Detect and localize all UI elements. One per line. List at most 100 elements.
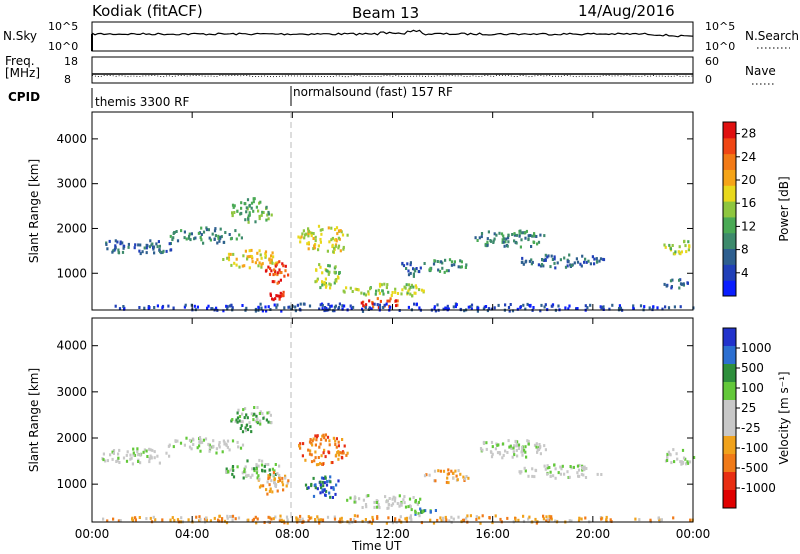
- power-cell: [500, 232, 504, 236]
- velocity-cell: [376, 515, 379, 519]
- velocity-cell: [231, 472, 234, 476]
- power-cell: [674, 250, 677, 254]
- velocity-cell: [337, 457, 340, 461]
- power-cell: [408, 287, 411, 291]
- velocity-cell: [125, 453, 128, 457]
- power-cell: [396, 292, 400, 295]
- velocity-cell: [465, 475, 468, 478]
- power-cell: [247, 220, 250, 224]
- power-cell: [230, 304, 233, 308]
- velocity-cell: [204, 516, 208, 520]
- velocity-cell: [499, 517, 502, 521]
- velocity-cell: [326, 435, 330, 439]
- velocity-cell: [244, 426, 247, 430]
- power-cell: [573, 261, 576, 265]
- velocity-cell: [361, 519, 364, 523]
- power-cell: [287, 305, 290, 309]
- velocity-cell: [258, 458, 261, 462]
- velocity-cell: [522, 514, 525, 518]
- velocity-colorbar-swatch: [723, 418, 736, 437]
- velocity-cell: [322, 433, 325, 437]
- velocity-cell: [309, 449, 312, 453]
- cpid-mode-2: normalsound (fast) 157 RF: [293, 85, 453, 99]
- velocity-cell: [168, 454, 171, 458]
- power-cell: [639, 304, 643, 308]
- velocity-cell: [256, 476, 259, 480]
- power-cell: [470, 303, 474, 307]
- power-cell: [220, 235, 223, 239]
- velocity-cell: [341, 456, 344, 460]
- velocity-cell: [270, 421, 273, 425]
- velocity-cell: [346, 498, 349, 502]
- power-cell: [254, 220, 257, 224]
- power-cell: [581, 254, 584, 258]
- velocity-cell: [112, 449, 116, 452]
- velocity-cell: [549, 470, 552, 474]
- power-cell: [258, 214, 261, 218]
- velocity-cell: [247, 473, 250, 477]
- velocity-cell: [102, 517, 105, 521]
- power-cell: [273, 272, 277, 276]
- power-cell: [480, 235, 483, 239]
- velocity-cell: [457, 469, 460, 473]
- power-cell: [409, 285, 412, 289]
- velocity-colorbar-tick-label: 25: [741, 401, 756, 415]
- velocity-cell: [208, 443, 211, 447]
- power-cell: [299, 236, 302, 240]
- velocity-cell: [268, 489, 271, 493]
- power-cell: [419, 266, 422, 270]
- power-cell: [370, 307, 373, 311]
- velocity-cell: [198, 519, 201, 523]
- velocity-cell: [223, 441, 226, 445]
- power-cell: [364, 293, 367, 297]
- velocity-cell: [405, 519, 408, 523]
- velocity-cell: [312, 494, 316, 498]
- velocity-cell: [559, 465, 562, 469]
- power-cell: [307, 229, 311, 233]
- power-cell: [153, 251, 156, 255]
- power-cell: [267, 305, 270, 309]
- velocity-cell: [491, 452, 494, 456]
- power-cell: [276, 261, 279, 265]
- velocity-cell: [339, 517, 342, 521]
- velocity-cell: [371, 518, 375, 522]
- power-cell: [284, 269, 287, 273]
- velocity-cell: [215, 451, 218, 455]
- power-cell: [454, 305, 457, 309]
- velocity-cell: [286, 518, 289, 522]
- velocity-cell: [324, 493, 327, 497]
- power-cell: [137, 243, 140, 247]
- power-cell: [409, 263, 412, 267]
- power-cell: [235, 257, 238, 261]
- velocity-cell: [237, 445, 240, 449]
- power-colorbar-tick-label: 20: [741, 173, 756, 187]
- velocity-cell: [208, 446, 212, 450]
- power-cell: [333, 305, 336, 309]
- velocity-cell: [314, 486, 317, 490]
- power-cell: [608, 307, 611, 311]
- date-title: 14/Aug/2016: [578, 2, 675, 20]
- power-cell: [273, 268, 276, 272]
- velocity-cell: [515, 448, 518, 452]
- power-cell: [300, 235, 303, 239]
- velocity-cell: [391, 521, 395, 525]
- power-cell: [396, 299, 399, 303]
- velocity-cell: [416, 502, 419, 506]
- power-cell: [542, 264, 545, 268]
- power-cell: [251, 260, 254, 264]
- velocity-cell: [236, 411, 239, 415]
- velocity-cell: [481, 514, 484, 518]
- velocity-cell: [475, 515, 478, 519]
- power-cell: [537, 240, 541, 244]
- power-cell: [307, 247, 310, 251]
- velocity-cell: [396, 502, 399, 505]
- power-cell: [328, 270, 331, 274]
- power-cell: [564, 306, 567, 310]
- power-cell: [450, 260, 454, 264]
- velocity-cell: [318, 521, 321, 525]
- velocity-cell: [165, 451, 168, 455]
- velocity-cell: [332, 486, 335, 490]
- velocity-cell: [339, 451, 342, 455]
- power-cell: [288, 305, 291, 309]
- velocity-cell: [220, 519, 223, 523]
